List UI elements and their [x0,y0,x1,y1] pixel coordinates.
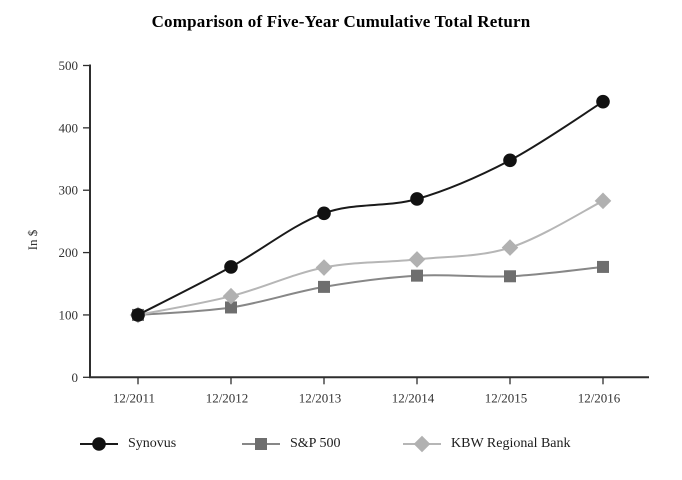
chart-legend: Synovus S&P 500 KBW Regional Bank [0,431,682,457]
y-tick-label: 200 [59,245,79,260]
y-tick-label: 0 [72,370,79,385]
legend-label: KBW Regional Bank [451,436,571,451]
x-tick-label: 12/2013 [299,390,342,405]
legend-marker-diamond-icon [403,435,441,453]
data-point-kbw-regional-bank [222,287,240,305]
legend-item-s-p-500: S&P 500 [242,431,340,457]
data-point-synovus [410,192,424,206]
chart-title: Comparison of Five-Year Cumulative Total… [151,12,531,31]
series-line-kbw-regional-bank [137,199,604,316]
x-tick-label: 12/2011 [113,390,155,405]
x-tick-label: 12/2014 [392,390,435,405]
data-point-kbw-regional-bank [594,192,612,210]
data-point-kbw-regional-bank [501,239,519,256]
data-point-synovus [596,94,610,109]
y-axis-title: In $ [25,229,40,250]
series-line-s-p-500 [137,265,604,316]
data-point-synovus [503,153,517,168]
data-point-s-p-500 [318,280,330,293]
data-point-s-p-500 [504,270,516,283]
data-point-s-p-500 [597,260,609,273]
data-point-synovus [317,206,331,221]
legend-marker-square-icon [242,438,280,450]
legend-item-synovus: Synovus [80,431,176,457]
x-tick-label: 12/2015 [485,390,528,405]
x-tick-label: 12/2016 [578,390,621,405]
data-point-synovus [224,260,238,274]
y-tick-label: 400 [59,120,79,135]
x-tick-label: 12/2012 [206,390,249,405]
series-line-synovus [137,100,604,316]
legend-label: Synovus [128,436,177,451]
data-point-s-p-500 [225,301,237,314]
legend-item-kbw-regional-bank: KBW Regional Bank [403,431,571,457]
y-tick-label: 300 [59,183,79,198]
y-tick-label: 100 [59,307,79,322]
legend-label: S&P 500 [290,436,341,451]
y-tick-label: 500 [59,58,79,73]
legend-marker-circle-icon [80,437,118,451]
data-point-synovus [131,308,145,322]
data-point-kbw-regional-bank [408,251,426,268]
data-point-s-p-500 [411,269,423,282]
data-point-kbw-regional-bank [315,259,333,276]
